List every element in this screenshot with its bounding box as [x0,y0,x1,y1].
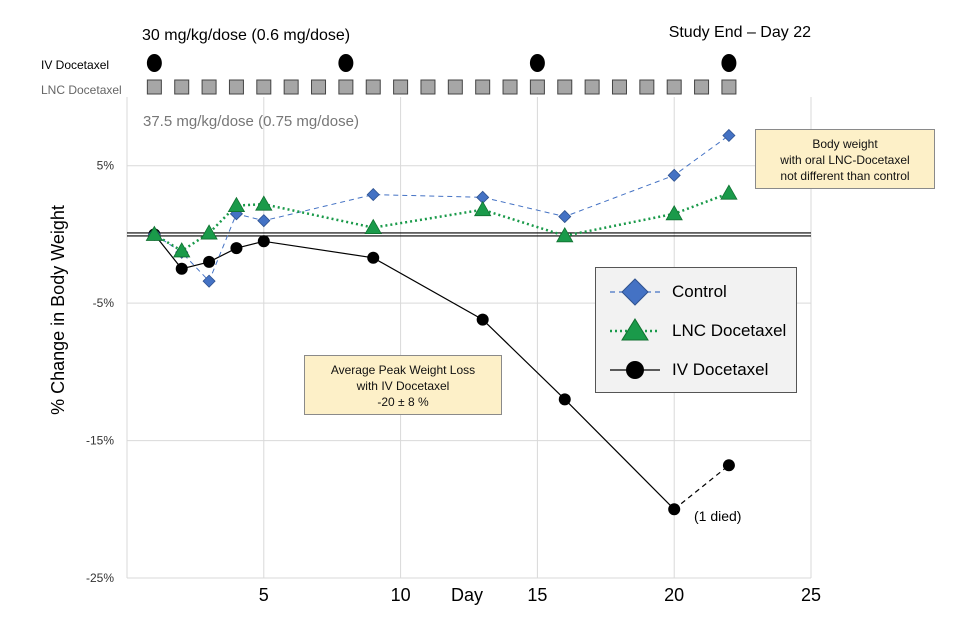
lnc-docetaxel-point [227,196,246,212]
y-tick-label: -25% [86,571,114,585]
control-point [202,274,216,288]
iv-dose-marker [338,54,354,72]
control-point [257,214,271,228]
lnc-dose-marker [338,79,354,95]
peak-loss-note-line-3: -20 ± 8 % [377,395,429,409]
lnc-docetaxel-point [556,226,574,243]
y-tick-label: -5% [93,296,115,310]
legend-control-diamond [621,278,649,306]
study-end-text: Study End – Day 22 [669,24,811,41]
legend-label-control: Control [672,282,727,301]
lnc-dose-marker [666,79,682,95]
lnc-dose-marker [174,79,190,95]
lnc-dose-marker [584,79,600,95]
lnc-dose-marker [557,79,573,95]
lnc-dose-marker [365,79,381,95]
lnc-dose-marker [311,79,327,95]
x-tick-label: 20 [664,585,684,605]
iv-docetaxel-point [367,251,380,264]
lnc-dose-marker [420,79,436,95]
lnc-docetaxel-point [255,195,273,211]
lnc-dose-marker [639,79,655,95]
x-tick-label: 25 [801,585,821,605]
dosing-schedule [146,54,737,95]
iv-dose-text: 30 mg/kg/dose (0.6 mg/dose) [142,27,350,44]
iv-dose-marker [529,54,545,72]
lnc-dose-text: 37.5 mg/kg/dose (0.75 mg/dose) [143,113,359,130]
body-weight-note: Body weight with oral LNC-Docetaxel not … [755,129,935,189]
x-tick-label: 10 [391,585,411,605]
iv-docetaxel-point [722,459,735,472]
lnc-dose-marker [393,79,409,95]
lnc-dose-marker [694,79,710,95]
lnc-docetaxel-point [145,225,164,241]
lnc-dose-marker [146,79,162,95]
iv-dose-marker [721,54,737,72]
lnc-docetaxel-point [200,224,218,240]
x-tick-label: 15 [527,585,547,605]
lnc-docetaxel-point [173,242,191,258]
lnc-dose-marker [611,79,627,95]
y-tick-label: 5% [97,159,115,173]
peak-loss-note-line-1: Average Peak Weight Loss [330,363,476,377]
control-point [558,209,572,224]
body-weight-note-line-1: Body weight [812,137,878,151]
legend-lnc-triangle [621,318,649,341]
peak-loss-note-line-2: with IV Docetaxel [356,379,450,393]
legend-iv-circle [626,361,644,379]
legend-label-iv-docetaxel: IV Docetaxel [672,360,769,379]
body-weight-note-line-3: not different than control [780,169,910,183]
lnc-dose-marker [228,79,244,95]
iv-docetaxel-point [175,262,188,275]
died-note: (1 died) [694,508,741,524]
iv-docetaxel-point [230,242,243,255]
control-point [366,188,380,202]
iv-dose-marker [146,54,162,72]
y-tick-label: -15% [86,434,114,448]
iv-docetaxel-point [203,255,216,268]
control-line [154,135,730,283]
lnc-dose-marker [201,79,217,95]
iv-docetaxel-row-label: IV Docetaxel [41,58,109,72]
lnc-dose-marker [283,79,299,95]
lnc-docetaxel-point [364,218,382,234]
control-point [722,128,736,143]
lnc-docetaxel-row-label: LNC Docetaxel [41,83,122,97]
x-axis-title: Day [451,585,483,605]
axes: 5 10 15 20 25 5% -5% -15% -25% [86,97,821,605]
series-layer [145,128,738,516]
lnc-dose-marker [721,79,737,95]
body-weight-note-line-2: with oral LNC-Docetaxel [780,153,910,167]
iv-docetaxel-point [558,393,571,406]
peak-weight-loss-note: Average Peak Weight Loss with IV Docetax… [304,355,502,415]
iv-docetaxel-point [257,235,270,248]
legend: Control LNC Docetaxel IV Docetaxel [595,267,797,393]
legend-symbols [610,278,660,379]
lnc-dose-marker [447,79,463,95]
lnc-docetaxel-line [153,192,730,253]
y-axis-title: % Change in Body Weight [48,205,68,415]
x-tick-label: 5 [259,585,269,605]
iv-docetaxel-point [668,503,681,516]
iv-docetaxel-died-segment [673,464,730,510]
lnc-docetaxel-point [720,184,738,200]
lnc-docetaxel-point [473,200,492,217]
lnc-dose-marker [475,79,491,95]
lnc-dose-marker [529,79,545,95]
lnc-dose-marker [256,79,272,95]
lnc-docetaxel-point [665,205,683,221]
control-point [667,168,681,182]
iv-docetaxel-point [476,313,489,326]
legend-label-lnc-docetaxel: LNC Docetaxel [672,321,787,340]
lnc-dose-marker [502,79,518,95]
